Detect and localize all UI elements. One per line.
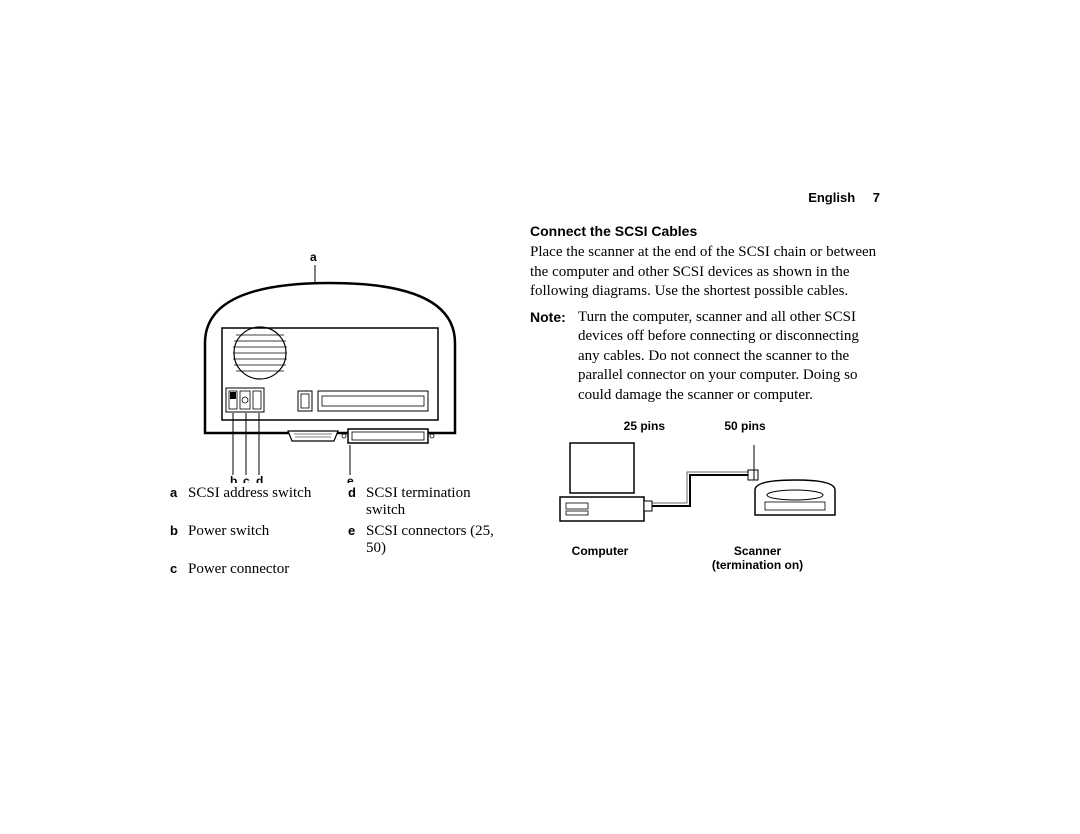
legend-value: SCSI connectors (25, 50) (366, 523, 510, 557)
label-scanner-text: Scanner (734, 544, 781, 558)
content-columns: a b c d e a SCSI address switch d (170, 223, 880, 582)
legend-row: c Power connector (170, 561, 510, 578)
callout-b: b (230, 474, 237, 483)
label-50-pins: 50 pins (675, 419, 815, 433)
label-termination: (termination on) (712, 558, 803, 572)
callout-d: d (256, 474, 263, 483)
callout-a: a (310, 250, 317, 264)
header-language: English (808, 190, 855, 205)
scanner-back-diagram: a b c d e (170, 223, 490, 463)
callout-legend: a SCSI address switch d SCSI termination… (170, 485, 510, 578)
legend-key: c (170, 561, 188, 578)
section-title: Connect the SCSI Cables (530, 223, 880, 239)
legend-value: SCSI termination switch (366, 485, 510, 519)
legend-value: SCSI address switch (188, 485, 348, 519)
connection-diagram: 25 pins 50 pins (530, 419, 880, 572)
header-page-number: 7 (873, 190, 880, 205)
document-page: English 7 (170, 190, 880, 582)
legend-key (348, 561, 366, 578)
legend-key: d (348, 485, 366, 519)
callout-e: e (347, 474, 354, 483)
legend-key: b (170, 523, 188, 557)
label-computer: Computer (530, 544, 670, 572)
legend-key: a (170, 485, 188, 519)
note-block: Note: Turn the computer, scanner and all… (530, 308, 880, 406)
legend-row: a SCSI address switch d SCSI termination… (170, 485, 510, 519)
conn-bottom-labels: Computer Scanner (termination on) (530, 544, 880, 572)
conn-top-labels: 25 pins 50 pins (530, 419, 880, 433)
right-column: Connect the SCSI Cables Place the scanne… (530, 223, 880, 582)
legend-value: Power switch (188, 523, 348, 557)
legend-key: e (348, 523, 366, 557)
legend-value (366, 561, 510, 578)
legend-value: Power connector (188, 561, 348, 578)
connection-svg (530, 435, 850, 535)
note-label: Note: (530, 308, 572, 406)
legend-row: b Power switch e SCSI connectors (25, 50… (170, 523, 510, 557)
label-scanner: Scanner (termination on) (670, 544, 845, 572)
label-25-pins: 25 pins (530, 419, 675, 433)
note-text: Turn the computer, scanner and all other… (578, 308, 880, 406)
left-column: a b c d e a SCSI address switch d (170, 223, 490, 582)
section-body: Place the scanner at the end of the SCSI… (530, 243, 880, 302)
page-header: English 7 (170, 190, 880, 205)
callout-c: c (243, 474, 250, 483)
